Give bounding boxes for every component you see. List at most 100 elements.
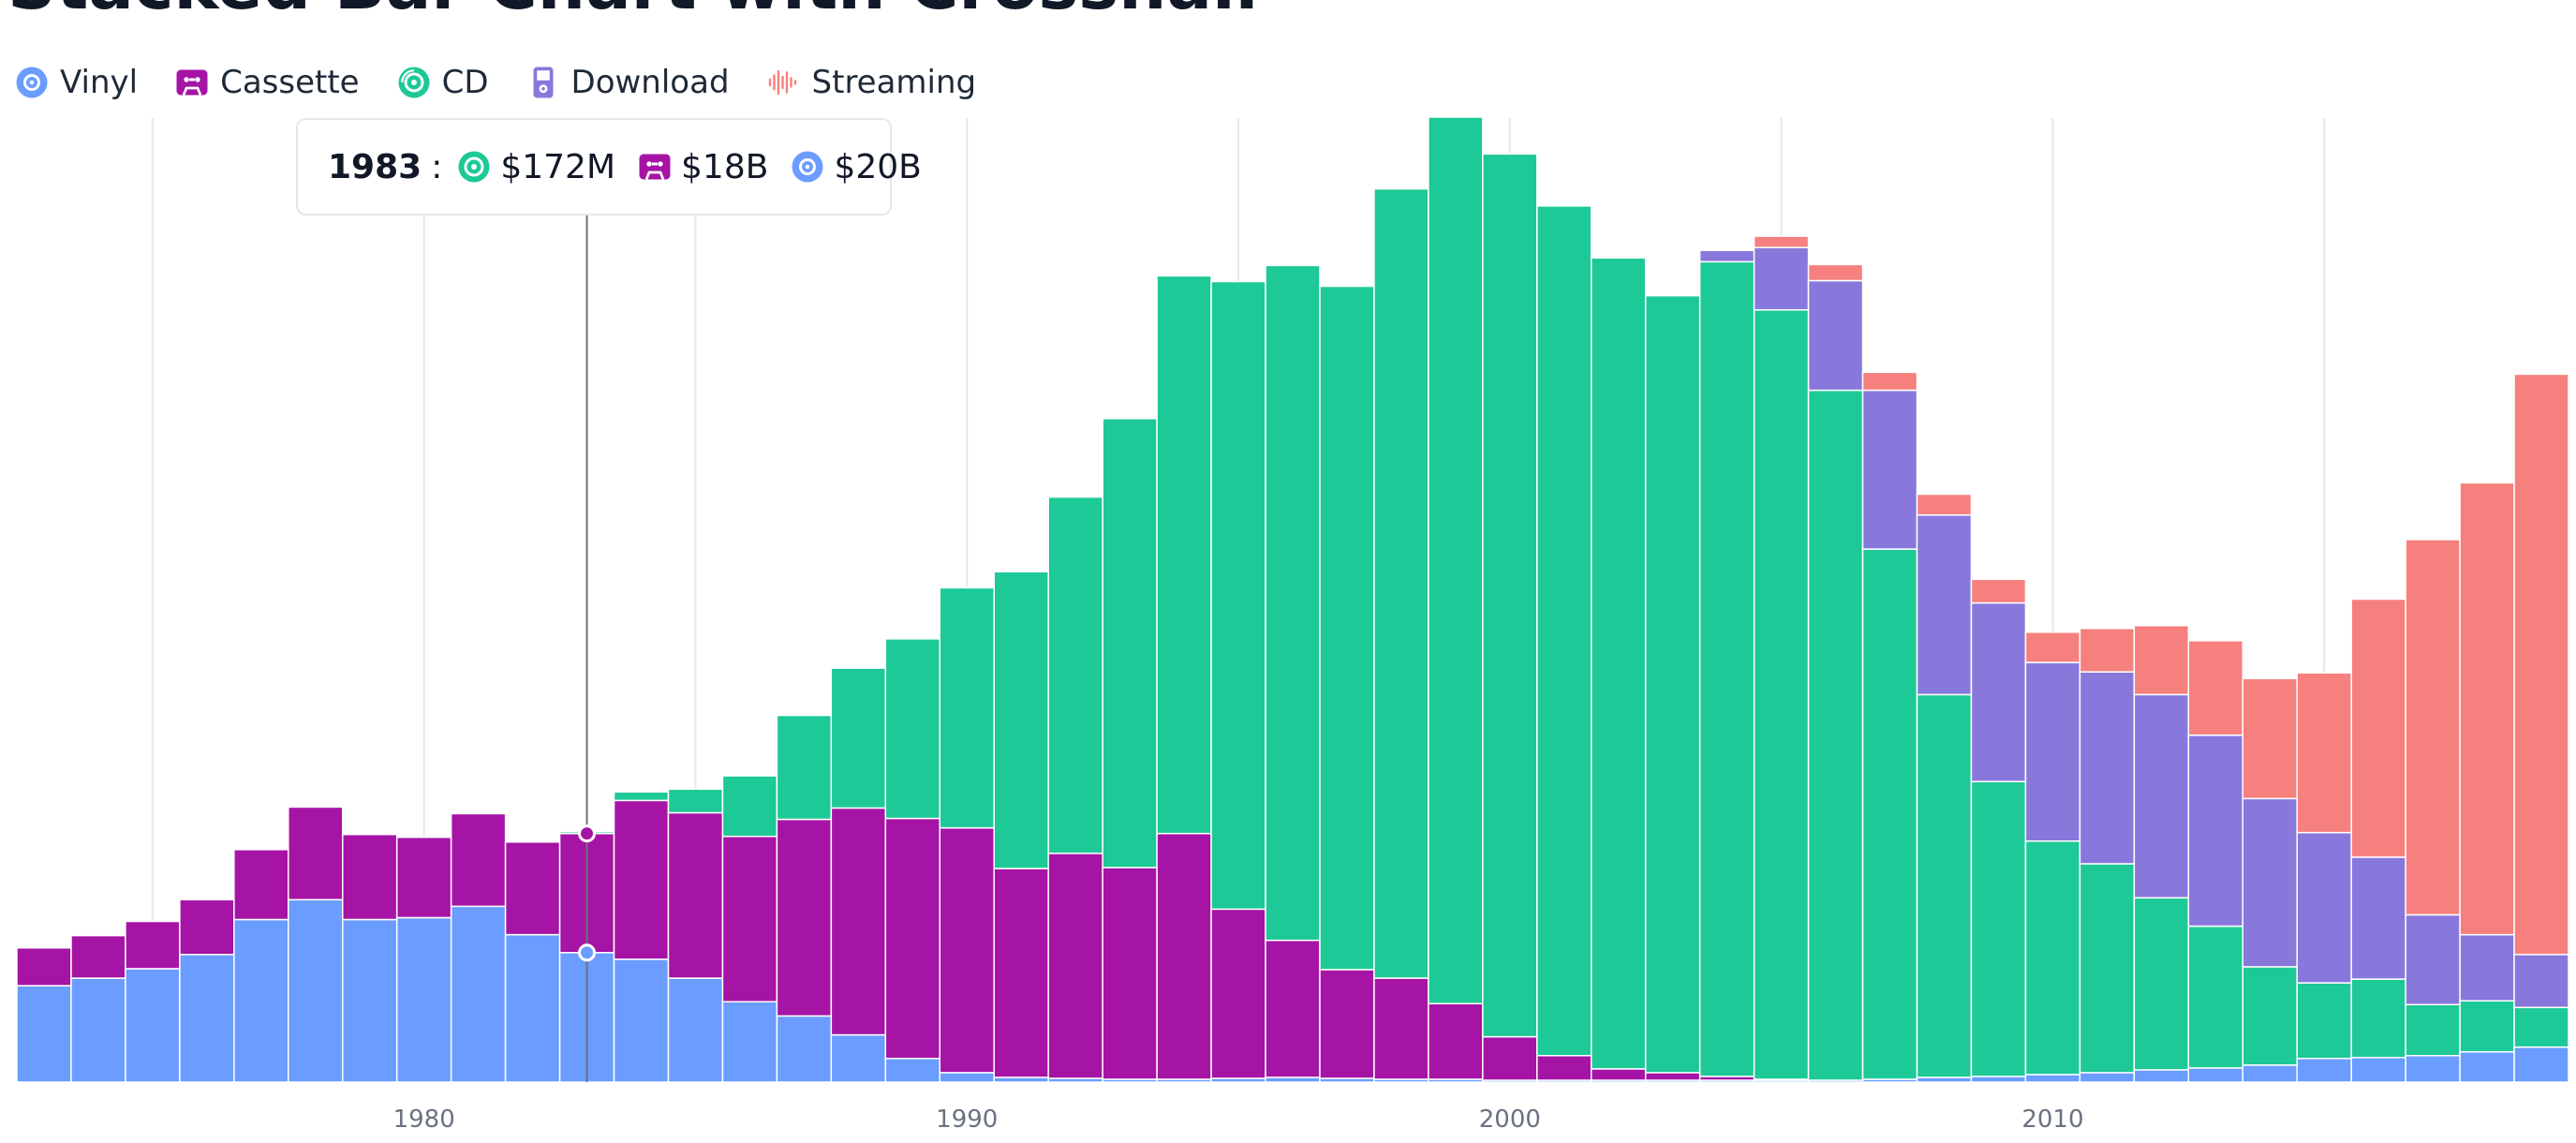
bar-segment-vinyl xyxy=(125,968,181,1083)
bar-segment-vinyl xyxy=(2459,1050,2515,1083)
bar-segment-vinyl xyxy=(450,905,507,1083)
bar-segment-streaming xyxy=(2079,628,2136,673)
bar-segment-cassette xyxy=(16,946,72,987)
bar-segment-streaming xyxy=(1916,493,1973,516)
bar-segment-vinyl xyxy=(2187,1067,2244,1083)
bar-segment-vinyl xyxy=(2242,1064,2298,1083)
x-tick-label: 1990 xyxy=(936,1106,998,1134)
bar-segment-cassette xyxy=(1265,939,1321,1078)
bar-segment-vinyl xyxy=(993,1076,1049,1083)
legend-item-vinyl[interactable]: Vinyl xyxy=(15,64,138,101)
bar-segment-download xyxy=(2459,933,2515,1002)
x-tick-label: 2000 xyxy=(1479,1106,1541,1134)
bar-segment-vinyl xyxy=(2024,1074,2081,1083)
bar-segment-cassette xyxy=(450,812,507,908)
bar-segment-download xyxy=(2513,954,2569,1009)
bar-segment-cd xyxy=(721,775,778,838)
bar-segment-cd xyxy=(776,714,833,821)
streaming-icon xyxy=(768,69,796,96)
bar-segment-download xyxy=(1861,389,1918,550)
bar-segment-cassette xyxy=(1319,969,1375,1079)
bar-segment-streaming xyxy=(2405,539,2461,916)
bar-segment-cassette xyxy=(830,807,887,1036)
bar-segment-cassette xyxy=(1536,1055,1592,1081)
bar-segment-cd xyxy=(1210,280,1266,911)
tooltip-year: 1983 xyxy=(328,147,422,186)
bar-segment-cd xyxy=(1319,285,1375,971)
tooltip-colon: : xyxy=(431,147,443,186)
bar-segment-cd xyxy=(1698,260,1755,1077)
bar-segment-streaming xyxy=(2133,624,2190,696)
legend-label: CD xyxy=(441,64,489,101)
bar-segment-cassette xyxy=(1428,1002,1484,1080)
bar-segment-vinyl xyxy=(884,1058,941,1083)
bar-segment-download xyxy=(2350,856,2406,980)
bar-segment-vinyl xyxy=(830,1033,887,1083)
legend-item-streaming[interactable]: Streaming xyxy=(767,64,976,101)
bar-segment-cd xyxy=(2242,966,2298,1066)
bar-segment-cd xyxy=(667,788,724,814)
bar-segment-cassette xyxy=(233,849,289,921)
bar-segment-cd xyxy=(1428,116,1484,1005)
bar-segment-download xyxy=(1698,249,1755,263)
bar-segment-streaming xyxy=(2513,373,2569,956)
bar-segment-cassette xyxy=(1210,908,1266,1079)
tooltip-entry-cassette: $18B xyxy=(638,148,768,186)
bar-segment-cd xyxy=(1482,153,1538,1038)
bar-segment-cassette xyxy=(884,817,941,1060)
bar-segment-streaming xyxy=(1753,235,1810,248)
bar-segment-cassette xyxy=(288,806,344,901)
bar-segment-cd xyxy=(1591,257,1647,1070)
bar-segment-vinyl xyxy=(776,1015,833,1083)
bar-segment-streaming xyxy=(2296,672,2352,834)
bar-segment-vinyl xyxy=(395,916,452,1083)
bar-segment-vinyl xyxy=(16,985,72,1083)
bar-segment-cassette xyxy=(1102,867,1158,1080)
bar-segment-vinyl xyxy=(1970,1076,2027,1083)
bar-segment-cd xyxy=(2133,897,2190,1071)
bar-segment-cd xyxy=(2405,1003,2461,1057)
bar-segment-vinyl xyxy=(70,977,126,1083)
bar-segment-vinyl xyxy=(2513,1046,2569,1083)
tooltip-value-vinyl: $20B xyxy=(834,147,922,186)
bar-segment-vinyl xyxy=(613,958,670,1083)
legend-label: Cassette xyxy=(220,64,360,101)
bar-segment-cassette xyxy=(1156,832,1212,1080)
legend-label: Vinyl xyxy=(60,64,139,101)
bar-segment-streaming xyxy=(2459,482,2515,936)
download-icon xyxy=(533,67,554,98)
legend-item-cd[interactable]: CD xyxy=(397,64,489,101)
bar-segment-cd xyxy=(1861,548,1918,1080)
bar-segment-cd xyxy=(1970,780,2027,1077)
x-axis: 1980 1990 2000 2010 xyxy=(393,1106,2084,1134)
bar-segment-cd xyxy=(939,586,995,829)
bar-segment-download xyxy=(2079,671,2136,865)
bar-segment-streaming xyxy=(1970,578,2027,604)
bar-segment-cd xyxy=(1373,187,1429,979)
x-tick-label: 2010 xyxy=(2021,1106,2083,1134)
bar-segment-cassette xyxy=(1644,1072,1701,1081)
bar-segment-cassette xyxy=(776,818,833,1017)
tooltip-value-cd: $172M xyxy=(500,147,616,186)
crosshair xyxy=(578,215,597,1082)
bar-segment-download xyxy=(2133,693,2190,899)
bar-segment-cassette xyxy=(721,835,778,1002)
cd-icon xyxy=(398,67,430,98)
bar-segment-streaming xyxy=(1807,263,1864,282)
legend-item-download[interactable]: Download xyxy=(526,64,730,101)
chart-title: Stacked Bar Chart with Crosshair xyxy=(7,0,1268,24)
bar-segment-cd xyxy=(2079,863,2136,1074)
bar-segment-download xyxy=(2296,831,2352,984)
cassette-icon xyxy=(176,69,208,96)
bar-segment-cassette xyxy=(667,811,724,979)
bar-segment-cd xyxy=(2187,925,2244,1069)
legend-item-cassette[interactable]: Cassette xyxy=(175,64,360,101)
bar-segment-cassette xyxy=(1373,977,1429,1080)
legend: Vinyl Cassette CD Download Streaming xyxy=(15,60,976,105)
bar-segment-cassette xyxy=(939,826,995,1074)
bar-segment-vinyl xyxy=(1916,1076,1973,1083)
bar-segment-streaming xyxy=(2242,677,2298,800)
tooltip-entry-cd: $172M xyxy=(457,148,615,186)
bar-segment-cassette xyxy=(395,836,452,919)
